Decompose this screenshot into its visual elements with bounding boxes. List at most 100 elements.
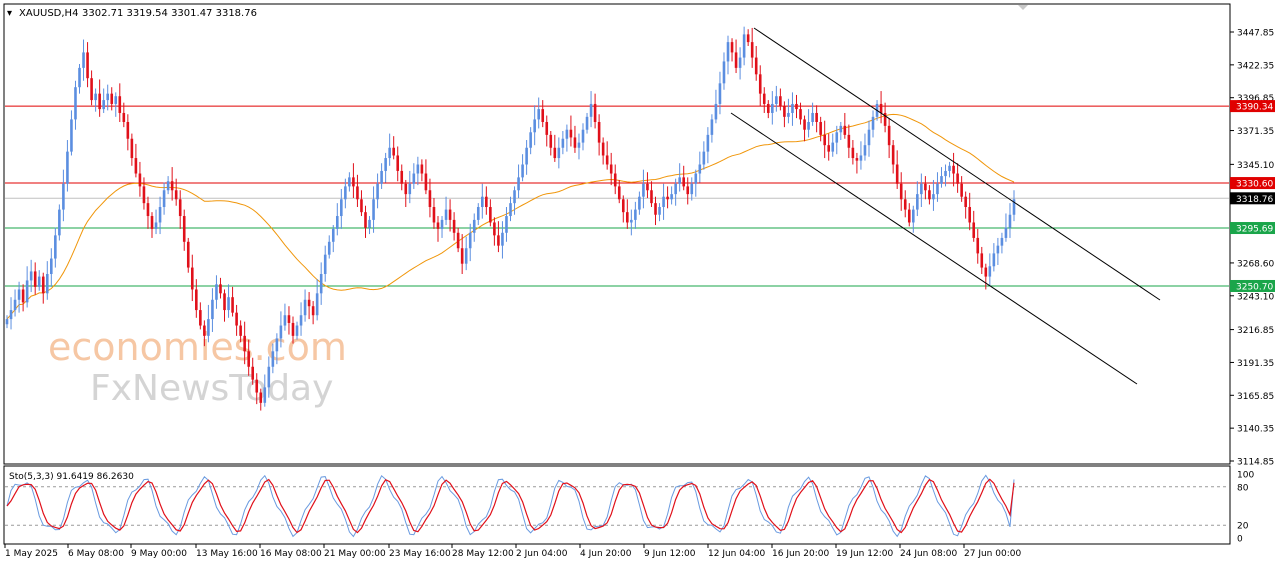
scroll-marker-icon[interactable] [1018,5,1028,10]
candle-body [476,207,480,220]
candle-body [605,155,609,165]
candle-body [517,177,520,191]
candle-body [972,222,976,238]
candle-body [980,253,984,268]
candle-body [376,183,379,200]
candle-body [843,125,847,135]
candle-body [920,183,923,195]
candle-body [372,199,375,220]
candle-body [952,165,955,174]
candle-body [468,232,472,249]
time-tick-label: 16 May 08:00 [260,549,322,559]
main-chart-frame[interactable] [3,3,1231,465]
candle-body [283,315,287,326]
candle-body [412,173,416,184]
candle-body [895,164,899,184]
candle-body [1008,214,1012,228]
candle-body [541,109,545,122]
candle-body [1000,237,1004,246]
candle-body [936,183,939,195]
candle-body [13,299,17,311]
candle-body [360,199,363,213]
candle-body [5,319,9,325]
stochastic-d-line [6,478,1015,534]
candle-body [243,335,246,352]
candle-body [295,325,299,336]
candle-body [513,190,516,204]
candle-body [58,209,61,236]
candle-body [565,129,569,139]
channel-lower-line[interactable] [730,112,1138,385]
candle-body [348,177,351,187]
candle-body [662,196,665,208]
candle-body [247,351,250,367]
candle-body [126,121,130,139]
candle-body [714,103,718,120]
candle-body [783,106,786,117]
level-price-tag [1230,100,1275,113]
candle-body [968,207,971,223]
channel-upper-line[interactable] [753,27,1161,301]
candle-body [948,165,951,171]
candle-body [501,232,504,246]
candle-body [327,241,331,255]
candle-body [307,299,311,307]
candle-body [50,258,53,275]
candle-body [110,93,114,104]
candle-body [436,222,440,229]
level-price-label: 3330.60 [1236,180,1273,190]
symbol-label: XAUUSD,H4 [19,8,78,19]
candle-body [114,96,118,104]
candle-body [440,219,444,229]
candle-body [509,203,512,217]
time-tick-label: 4 Jun 20:00 [580,549,632,559]
candle-body [207,319,210,336]
candle-body [996,245,1000,254]
candle-body [275,338,279,352]
time-tick-label: 16 Jun 20:00 [772,549,829,559]
candle-body [497,235,500,246]
candle-body [1004,227,1008,238]
price-tick-label: 3114.85 [1237,458,1274,468]
collapse-arrow-icon[interactable]: ▾ [7,8,12,19]
oscillator-frame[interactable] [3,465,1231,545]
price-tick-label: 3216.85 [1237,326,1274,336]
candle-body [916,194,919,210]
candle-body [356,186,359,200]
candle-body [863,145,867,156]
price-tick-label: 3165.85 [1237,392,1274,402]
candle-body [416,164,420,174]
candle-body [577,142,581,148]
candle-body [227,297,230,311]
candle-body [992,253,996,267]
candle-body [847,134,851,148]
candle-body [899,183,903,200]
candle-body [589,103,593,117]
candle-body [585,116,589,130]
candle-body [630,219,633,223]
time-tick-label: 12 Jun 04:00 [708,549,765,559]
candle-body [174,190,178,200]
candle-body [259,392,263,403]
candle-body [722,61,726,84]
candle-body [404,183,408,195]
candle-body [41,276,45,294]
candle-body [21,289,25,303]
candle-body [799,109,802,120]
candle-body [37,276,41,287]
time-tick-label: 13 May 16:00 [196,549,258,559]
current-price-tag [1230,192,1275,205]
candle-body [122,112,126,122]
level-price-label: 3295.69 [1236,225,1273,235]
candle-body [33,271,37,287]
time-tick-label: 21 May 00:00 [324,549,386,559]
candle-body [666,196,669,200]
candle-body [670,194,673,200]
candle-body [658,207,661,215]
candle-body [561,138,565,148]
candle-body [472,219,476,233]
candle-body [166,181,170,191]
candle-body [762,93,766,104]
